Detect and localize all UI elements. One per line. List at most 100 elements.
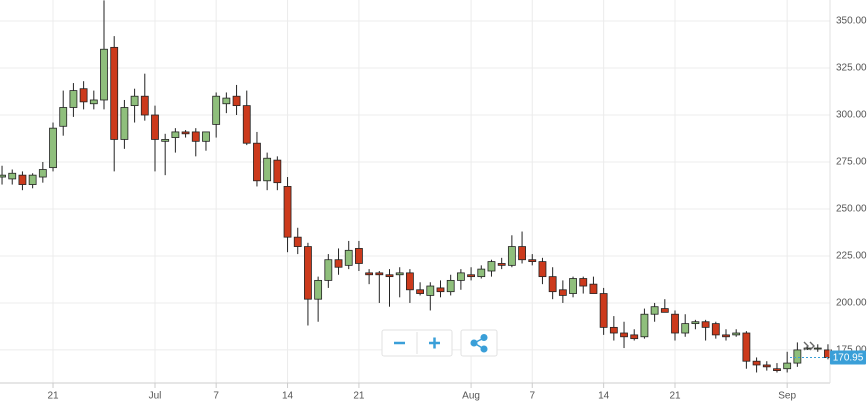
candle-body bbox=[640, 313, 649, 338]
candle-body bbox=[416, 289, 424, 294]
candle-body bbox=[293, 236, 302, 247]
candle-body bbox=[446, 279, 455, 293]
candle-body bbox=[538, 261, 547, 278]
candle-body bbox=[314, 279, 323, 300]
candle-body bbox=[691, 321, 700, 325]
x-tick-label: Jul bbox=[149, 391, 162, 402]
candle-body bbox=[406, 272, 414, 291]
candle-body bbox=[283, 186, 292, 238]
candle-body bbox=[232, 95, 241, 107]
candle-body bbox=[395, 272, 404, 276]
candle-body bbox=[344, 249, 353, 266]
candle-body bbox=[89, 99, 98, 105]
candle-body bbox=[8, 172, 17, 180]
candle-body bbox=[181, 131, 190, 135]
candle-body bbox=[120, 107, 129, 140]
candle-body bbox=[110, 46, 119, 140]
candle-body bbox=[242, 105, 251, 144]
y-tick-label: 275.00 bbox=[836, 157, 867, 168]
candle-body bbox=[18, 174, 27, 185]
y-tick-label: 300.00 bbox=[836, 110, 867, 121]
zoom-controls bbox=[381, 329, 498, 357]
x-tick-label: 7 bbox=[529, 391, 535, 402]
candle-body bbox=[650, 306, 659, 315]
candle-body bbox=[528, 259, 537, 262]
candle-body bbox=[151, 114, 159, 140]
candle-body bbox=[38, 169, 47, 178]
candle-body bbox=[487, 261, 496, 272]
grid-layer bbox=[0, 0, 830, 383]
candle-body bbox=[263, 157, 272, 182]
candle-body bbox=[732, 332, 741, 336]
candle-body bbox=[273, 159, 282, 184]
candle-body bbox=[569, 278, 577, 294]
candle-body bbox=[722, 334, 730, 338]
candle-body bbox=[609, 326, 618, 334]
candle-body bbox=[456, 272, 465, 281]
candle-body bbox=[202, 131, 210, 142]
candle-body bbox=[324, 259, 333, 281]
candle-body bbox=[813, 347, 822, 350]
candle-body bbox=[191, 131, 200, 142]
candle-body bbox=[701, 321, 710, 328]
candle-body bbox=[793, 349, 802, 364]
candle-body bbox=[212, 95, 221, 125]
candle-body bbox=[436, 287, 445, 293]
share-button[interactable] bbox=[460, 329, 498, 357]
candle-body bbox=[660, 308, 669, 313]
candle-body bbox=[773, 368, 781, 371]
candle-body bbox=[711, 323, 720, 336]
candle-body bbox=[130, 95, 139, 107]
y-tick-label: 225.00 bbox=[836, 251, 867, 262]
candle-body bbox=[762, 364, 771, 368]
x-tick-label: 21 bbox=[353, 391, 365, 402]
candle-body bbox=[477, 268, 486, 278]
candle-body bbox=[507, 246, 516, 266]
candle-body bbox=[681, 323, 690, 334]
candle-body bbox=[467, 274, 475, 278]
x-tick-label: 7 bbox=[213, 391, 219, 402]
candle-body bbox=[385, 274, 394, 278]
candle-body bbox=[171, 131, 180, 138]
candles bbox=[0, 0, 832, 373]
x-tick-label: Aug bbox=[462, 391, 480, 402]
candle-body bbox=[375, 272, 384, 276]
candle-body bbox=[49, 127, 57, 169]
candle-body bbox=[28, 174, 37, 185]
x-tick-label: 14 bbox=[282, 391, 294, 402]
x-tick-label: 21 bbox=[47, 391, 59, 402]
candle-body bbox=[671, 313, 679, 334]
candle-body bbox=[334, 259, 343, 268]
last-price-box bbox=[830, 350, 866, 365]
candle-body bbox=[365, 272, 374, 276]
y-tick-label: 250.00 bbox=[836, 204, 867, 215]
candle-body bbox=[518, 246, 526, 261]
zoom-in[interactable] bbox=[429, 337, 440, 349]
candle-body bbox=[497, 263, 506, 266]
share-icon bbox=[470, 333, 488, 353]
candle-body bbox=[59, 107, 68, 127]
candle-body bbox=[79, 88, 88, 103]
candle-body bbox=[140, 95, 149, 116]
candle-body bbox=[620, 332, 628, 338]
y-tick-label: 175.00 bbox=[836, 345, 867, 356]
last-price-label: 170.95 bbox=[833, 353, 864, 364]
x-tick-label: Sep bbox=[778, 391, 796, 402]
candle-body bbox=[548, 276, 557, 293]
x-tick-label: 21 bbox=[669, 391, 681, 402]
y-tick-label: 200.00 bbox=[836, 298, 867, 309]
candle-body bbox=[579, 278, 588, 287]
candle-body bbox=[558, 289, 567, 296]
candle-body bbox=[783, 362, 792, 370]
candle-body bbox=[589, 283, 598, 294]
candle-body bbox=[426, 285, 435, 296]
candle-body bbox=[69, 90, 78, 108]
x-tick-label: 14 bbox=[598, 391, 610, 402]
scroll-icon[interactable] bbox=[803, 341, 815, 351]
candle-body bbox=[161, 139, 170, 142]
candle-body bbox=[304, 246, 312, 300]
candle-body bbox=[599, 293, 608, 328]
y-tick-label: 325.00 bbox=[836, 63, 867, 74]
candle-body bbox=[222, 97, 231, 105]
